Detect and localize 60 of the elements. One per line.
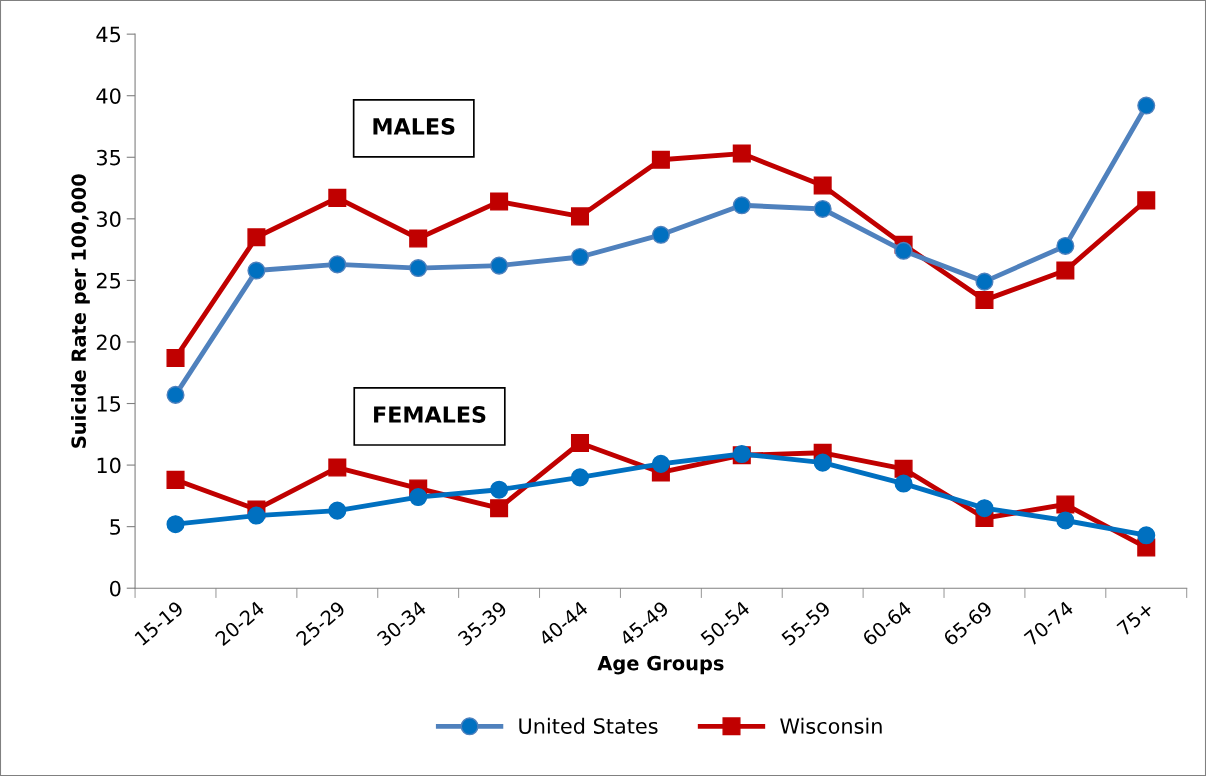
point — [975, 499, 994, 518]
point — [651, 454, 670, 473]
point — [570, 247, 590, 267]
point — [651, 225, 670, 244]
y-tick-label: 20 — [96, 334, 121, 351]
point — [247, 228, 266, 247]
point — [1137, 526, 1156, 545]
point — [894, 474, 913, 493]
point — [651, 150, 670, 169]
point — [166, 470, 185, 489]
point — [166, 385, 185, 404]
y-tick-label: 10 — [97, 457, 121, 474]
point — [1056, 511, 1075, 530]
y-axis-title: Suicide Rate per 100,000 — [70, 174, 90, 448]
point — [328, 188, 347, 207]
point — [732, 196, 751, 215]
legend-label: Wisconsin — [780, 717, 882, 734]
point — [409, 488, 428, 507]
point — [1137, 96, 1156, 115]
point — [328, 458, 347, 477]
point — [975, 291, 994, 310]
point — [1056, 261, 1075, 280]
point — [490, 256, 509, 275]
y-tick-label: 35 — [96, 149, 121, 166]
point — [328, 501, 347, 520]
point — [166, 515, 185, 534]
y-tick-label: 30 — [96, 211, 121, 228]
y-tick-label: 25 — [96, 272, 121, 289]
y-tick-label: 15 — [97, 396, 121, 412]
point — [490, 192, 509, 211]
x-axis-title: Age Groups — [597, 655, 724, 675]
point — [1056, 495, 1075, 514]
point — [813, 199, 832, 219]
x-tick-label: 75+ — [1116, 601, 1155, 637]
point — [894, 459, 913, 478]
point — [166, 348, 185, 367]
point — [1137, 191, 1156, 210]
y-tick-label: 5 — [110, 519, 121, 535]
point — [490, 480, 509, 499]
legend-label: United States — [519, 717, 658, 734]
y-tick-label: 0 — [110, 580, 121, 597]
point — [247, 506, 266, 525]
point — [328, 255, 347, 274]
annotation: MALES — [373, 117, 455, 135]
y-tick-label: 45 — [96, 26, 121, 43]
y-tick-label: 40 — [96, 88, 121, 104]
point — [813, 176, 832, 195]
point — [409, 259, 428, 278]
point — [894, 241, 913, 260]
point — [1056, 236, 1075, 255]
point — [247, 261, 266, 280]
point — [813, 453, 832, 472]
point — [570, 468, 590, 487]
point — [975, 272, 994, 291]
point — [409, 229, 428, 248]
point — [732, 144, 751, 163]
point — [490, 499, 509, 518]
point — [570, 207, 590, 226]
point — [570, 433, 590, 452]
annotation: FEMALES — [374, 406, 486, 423]
